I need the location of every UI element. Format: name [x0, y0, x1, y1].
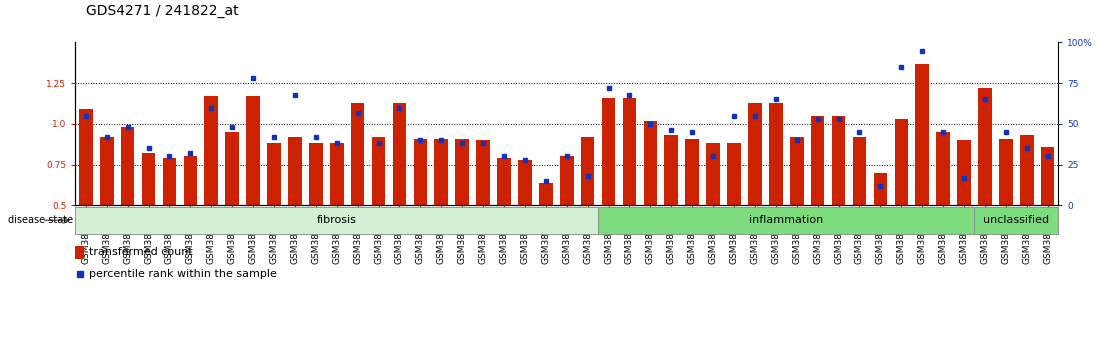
- Bar: [205, 96, 218, 205]
- Bar: [1040, 147, 1055, 205]
- Bar: [978, 88, 992, 205]
- Bar: [686, 138, 699, 205]
- Bar: [121, 127, 134, 205]
- Bar: [873, 173, 888, 205]
- Bar: [598, 207, 975, 234]
- Bar: [184, 156, 197, 205]
- Bar: [665, 135, 678, 205]
- Bar: [246, 96, 260, 205]
- Text: GDS4271 / 241822_at: GDS4271 / 241822_at: [86, 4, 239, 18]
- Bar: [392, 103, 407, 205]
- Bar: [853, 137, 866, 205]
- Bar: [476, 140, 490, 205]
- Bar: [623, 98, 636, 205]
- Bar: [769, 103, 782, 205]
- Bar: [455, 138, 469, 205]
- Bar: [999, 138, 1013, 205]
- Bar: [519, 160, 532, 205]
- Bar: [372, 137, 386, 205]
- Bar: [75, 207, 598, 234]
- Bar: [538, 183, 553, 205]
- Bar: [288, 137, 301, 205]
- Bar: [142, 153, 155, 205]
- Text: inflammation: inflammation: [749, 215, 823, 225]
- Bar: [351, 103, 365, 205]
- Bar: [748, 103, 761, 205]
- Bar: [413, 138, 428, 205]
- Bar: [267, 143, 280, 205]
- Bar: [75, 246, 84, 258]
- Bar: [727, 143, 741, 205]
- Bar: [497, 158, 511, 205]
- Bar: [434, 138, 448, 205]
- Text: fibrosis: fibrosis: [317, 215, 357, 225]
- Bar: [602, 98, 615, 205]
- Bar: [100, 137, 113, 205]
- Bar: [1020, 135, 1034, 205]
- Bar: [975, 207, 1058, 234]
- Bar: [644, 121, 657, 205]
- Text: percentile rank within the sample: percentile rank within the sample: [89, 269, 277, 279]
- Bar: [163, 158, 176, 205]
- Text: unclassified: unclassified: [983, 215, 1049, 225]
- Bar: [225, 132, 239, 205]
- Bar: [790, 137, 803, 205]
- Bar: [894, 119, 909, 205]
- Text: transformed count: transformed count: [89, 247, 193, 257]
- Bar: [79, 109, 93, 205]
- Bar: [330, 143, 343, 205]
- Bar: [957, 140, 971, 205]
- Bar: [706, 143, 720, 205]
- Bar: [811, 116, 824, 205]
- Bar: [560, 156, 574, 205]
- Bar: [936, 132, 950, 205]
- Bar: [309, 143, 322, 205]
- Bar: [915, 64, 929, 205]
- Text: disease state: disease state: [8, 215, 73, 225]
- Bar: [581, 137, 595, 205]
- Bar: [832, 116, 845, 205]
